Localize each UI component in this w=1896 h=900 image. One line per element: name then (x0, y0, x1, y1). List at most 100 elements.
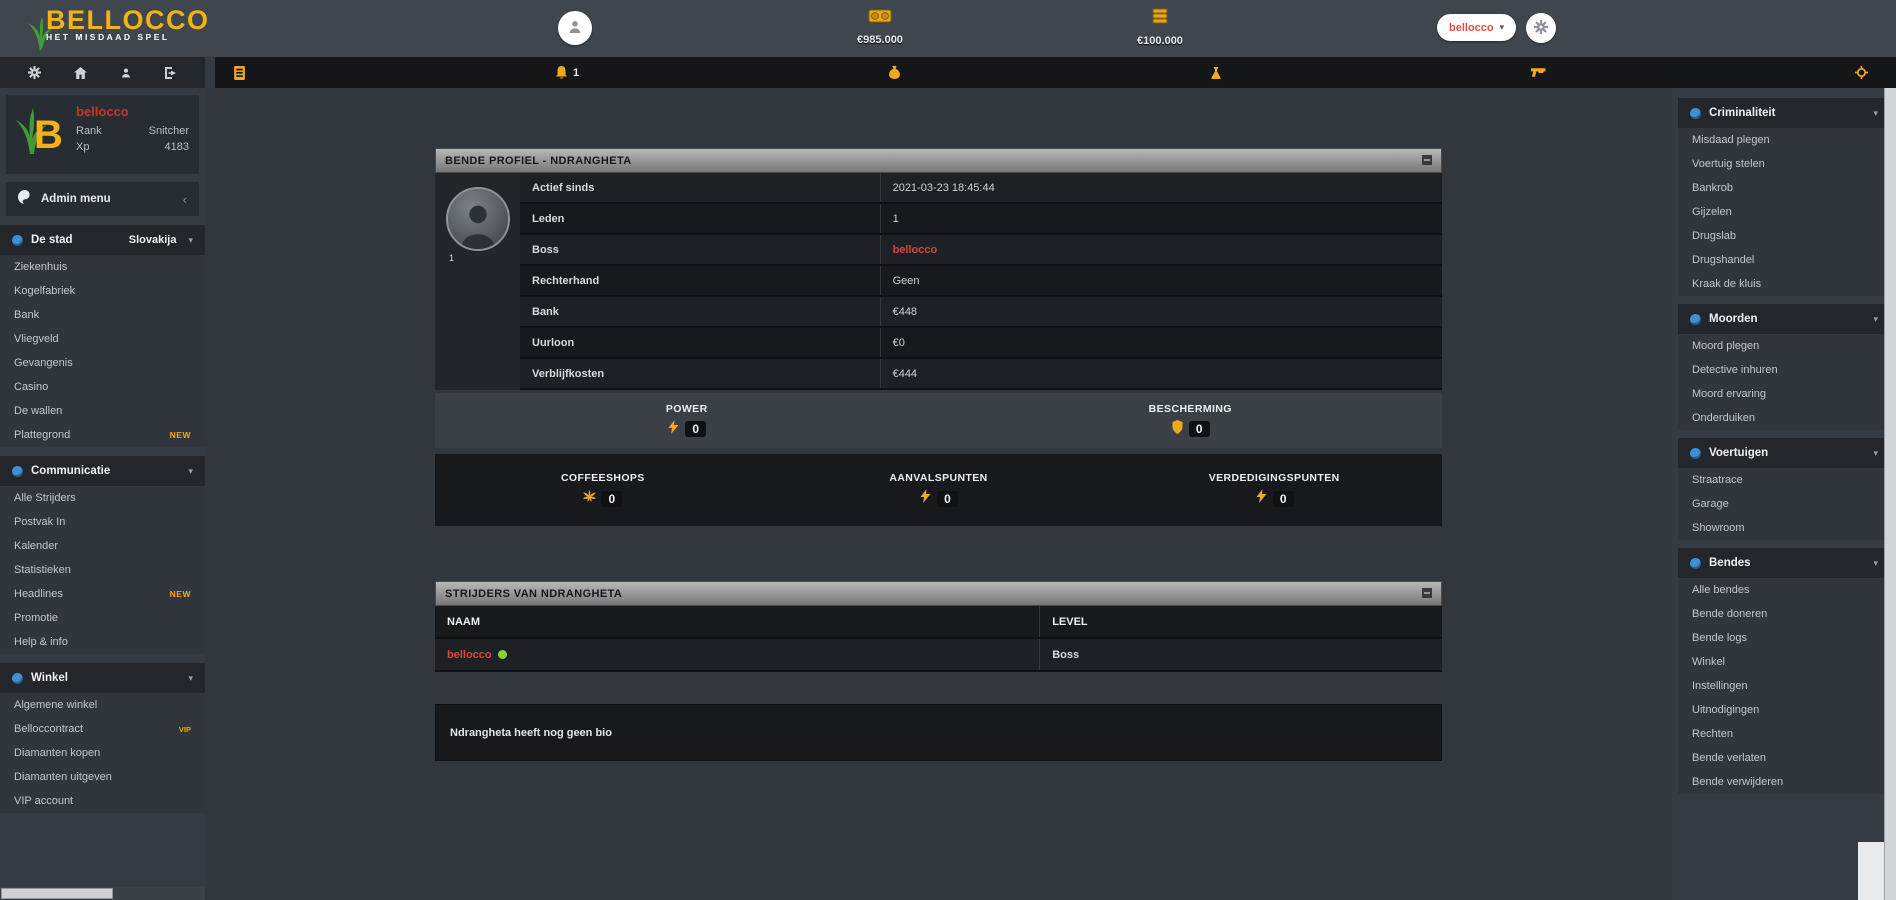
menu-item-bende-logs[interactable]: Bende logs (1678, 626, 1890, 650)
menu-item-rechten[interactable]: Rechten (1678, 722, 1890, 746)
user-icon[interactable] (118, 65, 134, 81)
menu-item-bende-doneren[interactable]: Bende doneren (1678, 602, 1890, 626)
profile-row-label: Actief sinds (532, 181, 595, 194)
menu-item-belloccontract[interactable]: Belloccontract VIP (0, 717, 205, 741)
menu-item-kraak-de-kluis[interactable]: Kraak de kluis (1678, 272, 1890, 296)
admin-menu-button[interactable]: Admin menu ‹ (6, 182, 199, 216)
profile-row-bank: Bank €448 (520, 297, 1442, 328)
menu-item-diamanten-uitgeven[interactable]: Diamanten uitgeven (0, 765, 205, 789)
menu-item-bende-verwijderen[interactable]: Bende verwijderen (1678, 770, 1890, 794)
chevron-down-icon: ▾ (188, 465, 193, 476)
logout-icon[interactable] (163, 65, 179, 81)
home-icon[interactable] (72, 65, 89, 81)
stat-verdedigingspunten: VERDEDIGINGSPUNTEN 0 (1106, 472, 1442, 508)
menu-item-bende-verlaten[interactable]: Bende verlaten (1678, 746, 1890, 770)
section-bullet-icon (1690, 447, 1701, 459)
menu-item-label: VIP account (14, 795, 74, 807)
section-header-bendes[interactable]: Bendes ▾ (1678, 548, 1890, 578)
menu-item-postvak-in[interactable]: Postvak In (0, 510, 205, 534)
section-header-moorden[interactable]: Moorden ▾ (1678, 304, 1890, 334)
city-menu-icon[interactable] (231, 64, 248, 82)
account-settings-button[interactable] (1526, 13, 1556, 43)
panel-collapse-icon[interactable] (1422, 585, 1432, 603)
menu-item-alle-strijders[interactable]: Alle Strijders (0, 486, 205, 510)
bank-indicator[interactable]: €100.000 (1080, 8, 1240, 47)
city-selector[interactable]: Slovakija (128, 234, 177, 246)
menu-item-statistieken[interactable]: Statistieken (0, 558, 205, 582)
menu-item-voertuig-stelen[interactable]: Voertuig stelen (1678, 152, 1890, 176)
gang-avatar[interactable] (445, 187, 510, 251)
cash-value: €985.000 (857, 34, 903, 46)
menu-item-label: Ziekenhuis (14, 261, 68, 273)
right-sidebar: Criminaliteit ▾ Misdaad plegen Voertuig ste… (1672, 88, 1896, 900)
gang-members-header[interactable]: STRIJDERS VAN NDRANGHETA (435, 581, 1442, 606)
stat-count: 0 (601, 490, 623, 507)
user-menu-button[interactable]: bellocco ▾ (1437, 14, 1517, 41)
menu-item-detective-inhuren[interactable]: Detective inhuren (1678, 358, 1890, 382)
cash-indicator[interactable]: €985.000 (800, 8, 960, 46)
section-title: Communicatie (31, 465, 111, 477)
menu-item-bank[interactable]: Bank (0, 303, 205, 327)
menu-item-moord-ervaring[interactable]: Moord ervaring (1678, 382, 1890, 406)
section-header-winkel[interactable]: Winkel ▾ (0, 663, 205, 693)
member-name-link[interactable]: bellocco (447, 648, 492, 661)
drugs-flask-icon[interactable] (1208, 64, 1224, 82)
section-header-communicatie[interactable]: Communicatie ▾ (0, 456, 205, 486)
menu-item-winkel[interactable]: Winkel (1678, 650, 1890, 674)
horizontal-scrollbar-thumb[interactable] (1, 888, 113, 899)
menu-item-vliegveld[interactable]: Vliegveld (0, 327, 205, 351)
menu-item-gijzelen[interactable]: Gijzelen (1678, 200, 1890, 224)
menu-item-algemene-winkel[interactable]: Algemene winkel (0, 693, 205, 717)
panel-collapse-icon[interactable] (1422, 152, 1432, 170)
menu-item-de-wallen[interactable]: De wallen (0, 399, 205, 423)
menu-item-uitnodigingen[interactable]: Uitnodigingen (1678, 698, 1890, 722)
right-section-voertuigen: Voertuigen ▾ Straatrace Garage Showroom (1678, 438, 1890, 540)
menu-item-drugshandel[interactable]: Drugshandel (1678, 248, 1890, 272)
notifications-bell-icon[interactable]: 1 (553, 64, 581, 82)
menu-item-plattegrond[interactable]: Plattegrond NEW (0, 423, 205, 447)
profile-row-leden: Leden 1 (520, 204, 1442, 235)
profile-row-value[interactable]: bellocco (879, 235, 1442, 264)
horizontal-scrollbar[interactable] (0, 887, 205, 900)
section-header-voertuigen[interactable]: Voertuigen ▾ (1678, 438, 1890, 468)
section-title: Winkel (31, 672, 68, 684)
column-naam: NAAM (447, 615, 480, 628)
menu-item-promotie[interactable]: Promotie (0, 606, 205, 630)
menu-item-casino[interactable]: Casino (0, 375, 205, 399)
menu-item-help-info[interactable]: Help & info (0, 630, 205, 654)
money-bag-icon[interactable] (886, 64, 903, 81)
menu-item-ziekenhuis[interactable]: Ziekenhuis (0, 255, 205, 279)
menu-item-vip-account[interactable]: VIP account (0, 789, 205, 813)
gear-icon[interactable] (26, 64, 43, 81)
menu-item-bankrob[interactable]: Bankrob (1678, 176, 1890, 200)
menu-item-garage[interactable]: Garage (1678, 492, 1890, 516)
menu-item-straatrace[interactable]: Straatrace (1678, 468, 1890, 492)
app-logo[interactable]: BELLOCCO HET MISDAAD SPEL (26, 7, 210, 56)
menu-item-instellingen[interactable]: Instellingen (1678, 674, 1890, 698)
weapon-pistol-icon[interactable] (1529, 65, 1548, 80)
menu-item-alle-bendes[interactable]: Alle bendes (1678, 578, 1890, 602)
gang-profile-header[interactable]: BENDE PROFIEL - NDRANGHETA (435, 148, 1442, 173)
menu-item-showroom[interactable]: Showroom (1678, 516, 1890, 540)
main-content: BENDE PROFIEL - NDRANGHETA 1 Actief si (205, 88, 1672, 900)
menu-item-kalender[interactable]: Kalender (0, 534, 205, 558)
menu-item-diamanten-kopen[interactable]: Diamanten kopen (0, 741, 205, 765)
crosshair-target-icon[interactable] (1853, 64, 1870, 81)
menu-item-label: Headlines (14, 588, 63, 600)
stat-label: POWER (665, 402, 708, 415)
member-name[interactable]: bellocco (435, 639, 1039, 670)
section-header-de-stad[interactable]: De stad Slovakija ▾ (0, 225, 205, 255)
profile-avatar-button[interactable] (558, 11, 592, 45)
menu-item-moord-plegen[interactable]: Moord plegen (1678, 334, 1890, 358)
menu-item-label: Gevangenis (14, 357, 73, 369)
menu-item-misdaad-plegen[interactable]: Misdaad plegen (1678, 128, 1890, 152)
player-name[interactable]: bellocco (76, 104, 129, 119)
vertical-scrollbar[interactable] (1884, 88, 1896, 900)
menu-item-headlines[interactable]: Headlines NEW (0, 582, 205, 606)
section-header-criminaliteit[interactable]: Criminaliteit ▾ (1678, 98, 1890, 128)
menu-item-gevangenis[interactable]: Gevangenis (0, 351, 205, 375)
menu-item-drugslab[interactable]: Drugslab (1678, 224, 1890, 248)
menu-item-label: Promotie (14, 612, 59, 624)
menu-item-onderduiken[interactable]: Onderduiken (1678, 406, 1890, 430)
menu-item-kogelfabriek[interactable]: Kogelfabriek (0, 279, 205, 303)
